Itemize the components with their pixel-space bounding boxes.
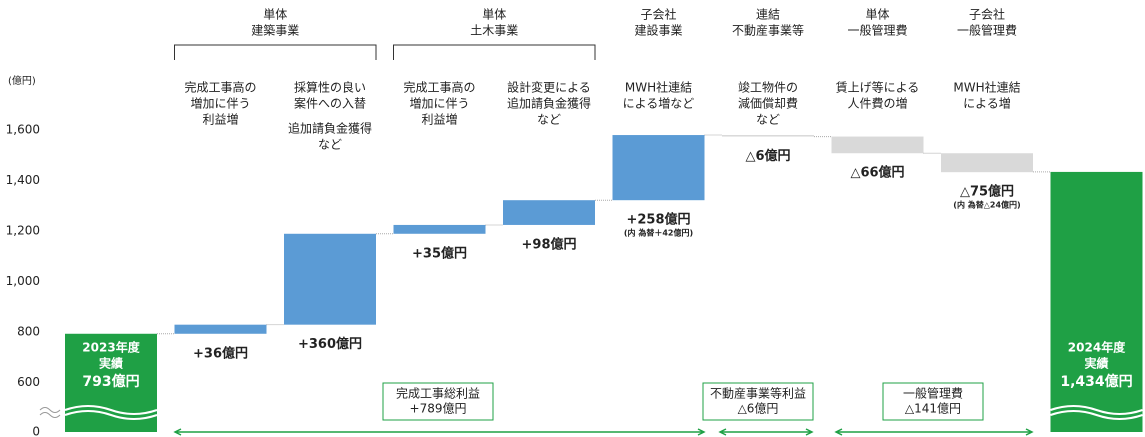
bar bbox=[612, 135, 705, 201]
y-tick-label: 1,000 bbox=[6, 274, 40, 288]
bar bbox=[831, 136, 924, 154]
bar bbox=[284, 233, 376, 325]
category-label: 人件費の増 bbox=[847, 96, 907, 111]
category-label: 賃上げ等による bbox=[836, 80, 920, 95]
summary-label: △141億円 bbox=[905, 402, 961, 416]
bar bbox=[503, 200, 595, 225]
header-label: 子会社 bbox=[969, 7, 1005, 22]
category-label: MWH社連結 bbox=[625, 80, 692, 95]
header-label: 単体 bbox=[263, 8, 287, 22]
category-label: 利益増 bbox=[421, 113, 457, 127]
category-label: による増など bbox=[623, 97, 695, 111]
bar bbox=[393, 224, 486, 234]
note-label: (内 為替＋42億円) bbox=[624, 228, 693, 238]
category-label: 追加請負金獲得 bbox=[288, 121, 372, 136]
category-label: MWH社連結 bbox=[953, 80, 1020, 95]
category-label: 完成工事高の bbox=[403, 80, 475, 95]
total-label: 2024年度 bbox=[1068, 340, 1126, 355]
value-label: +258億円 bbox=[626, 212, 690, 228]
category-label: 追加請負金獲得 bbox=[507, 96, 591, 111]
bar bbox=[1050, 171, 1143, 433]
header-label: 建築事業 bbox=[251, 23, 299, 38]
summary-label: +789億円 bbox=[410, 402, 467, 416]
summary-label: △6億円 bbox=[738, 402, 779, 416]
summary-box bbox=[702, 382, 814, 421]
category-label: など bbox=[756, 113, 780, 127]
y-tick-label: 1,400 bbox=[6, 173, 40, 187]
summary-label: 完成工事総利益 bbox=[396, 386, 480, 401]
summary-label: 一般管理費 bbox=[903, 386, 963, 401]
category-label: 案件への入替 bbox=[294, 96, 366, 111]
category-label: 設計変更による bbox=[507, 80, 591, 95]
header-label: 子会社 bbox=[640, 7, 676, 22]
bar bbox=[722, 135, 814, 137]
category-label: 利益増 bbox=[202, 113, 238, 127]
y-tick-label: 1,600 bbox=[6, 123, 40, 137]
note-label: (内 為替△24億円) bbox=[953, 200, 1020, 210]
summary-arrow bbox=[834, 428, 1034, 436]
header-label: 単体 bbox=[865, 8, 889, 22]
bar-break bbox=[64, 405, 158, 420]
category-label: による増 bbox=[963, 97, 1011, 111]
header-bracket bbox=[393, 44, 596, 60]
header-label: 土木事業 bbox=[470, 24, 518, 38]
header-label: 一般管理費 bbox=[957, 23, 1017, 38]
header-bracket bbox=[174, 44, 377, 60]
header-label: 連結 bbox=[756, 8, 780, 22]
header-label: 建設事業 bbox=[634, 23, 682, 38]
category-label: など bbox=[537, 113, 561, 127]
y-tick-label: 800 bbox=[17, 325, 40, 339]
summary-box bbox=[882, 382, 984, 421]
category-label: 採算性の良い bbox=[294, 80, 366, 95]
summary-arrow bbox=[718, 428, 814, 436]
y-tick-label: 600 bbox=[17, 375, 40, 389]
value-label: +98億円 bbox=[522, 236, 577, 252]
total-label: 実績 bbox=[1084, 356, 1108, 371]
value-label: △75億円 bbox=[960, 184, 1014, 200]
value-label: +35億円 bbox=[412, 245, 467, 261]
value-label: 793億円 bbox=[82, 373, 139, 390]
value-label: +36億円 bbox=[193, 345, 248, 361]
category-label: 増加に伴う bbox=[190, 97, 250, 111]
header-label: 不動産事業等 bbox=[732, 23, 804, 38]
bar-break bbox=[1050, 405, 1143, 420]
category-label: 竣工物件の bbox=[738, 80, 798, 95]
total-label: 2023年度 bbox=[82, 340, 140, 355]
summary-box bbox=[382, 382, 494, 421]
category-label: 増加に伴う bbox=[409, 97, 469, 111]
header-label: 一般管理費 bbox=[847, 23, 907, 38]
bar bbox=[941, 153, 1033, 173]
value-label: △6億円 bbox=[745, 148, 790, 164]
header-label: 単体 bbox=[482, 8, 506, 22]
total-label: 実績 bbox=[99, 356, 123, 371]
category-label: 完成工事高の bbox=[184, 80, 256, 95]
summary-label: 不動産事業等利益 bbox=[710, 386, 806, 401]
value-label: +360億円 bbox=[298, 336, 362, 352]
summary-arrow bbox=[173, 428, 706, 436]
y-axis-label: (億円) bbox=[8, 74, 36, 87]
value-label: △66億円 bbox=[850, 165, 904, 181]
category-label: 減価償却費 bbox=[738, 96, 798, 111]
bar bbox=[174, 324, 267, 334]
y-tick-label: 1,200 bbox=[6, 224, 40, 238]
value-label: 1,434億円 bbox=[1060, 373, 1132, 390]
category-label: など bbox=[318, 138, 342, 152]
axis-break bbox=[39, 407, 61, 418]
y-tick-label: 0 bbox=[32, 425, 40, 437]
